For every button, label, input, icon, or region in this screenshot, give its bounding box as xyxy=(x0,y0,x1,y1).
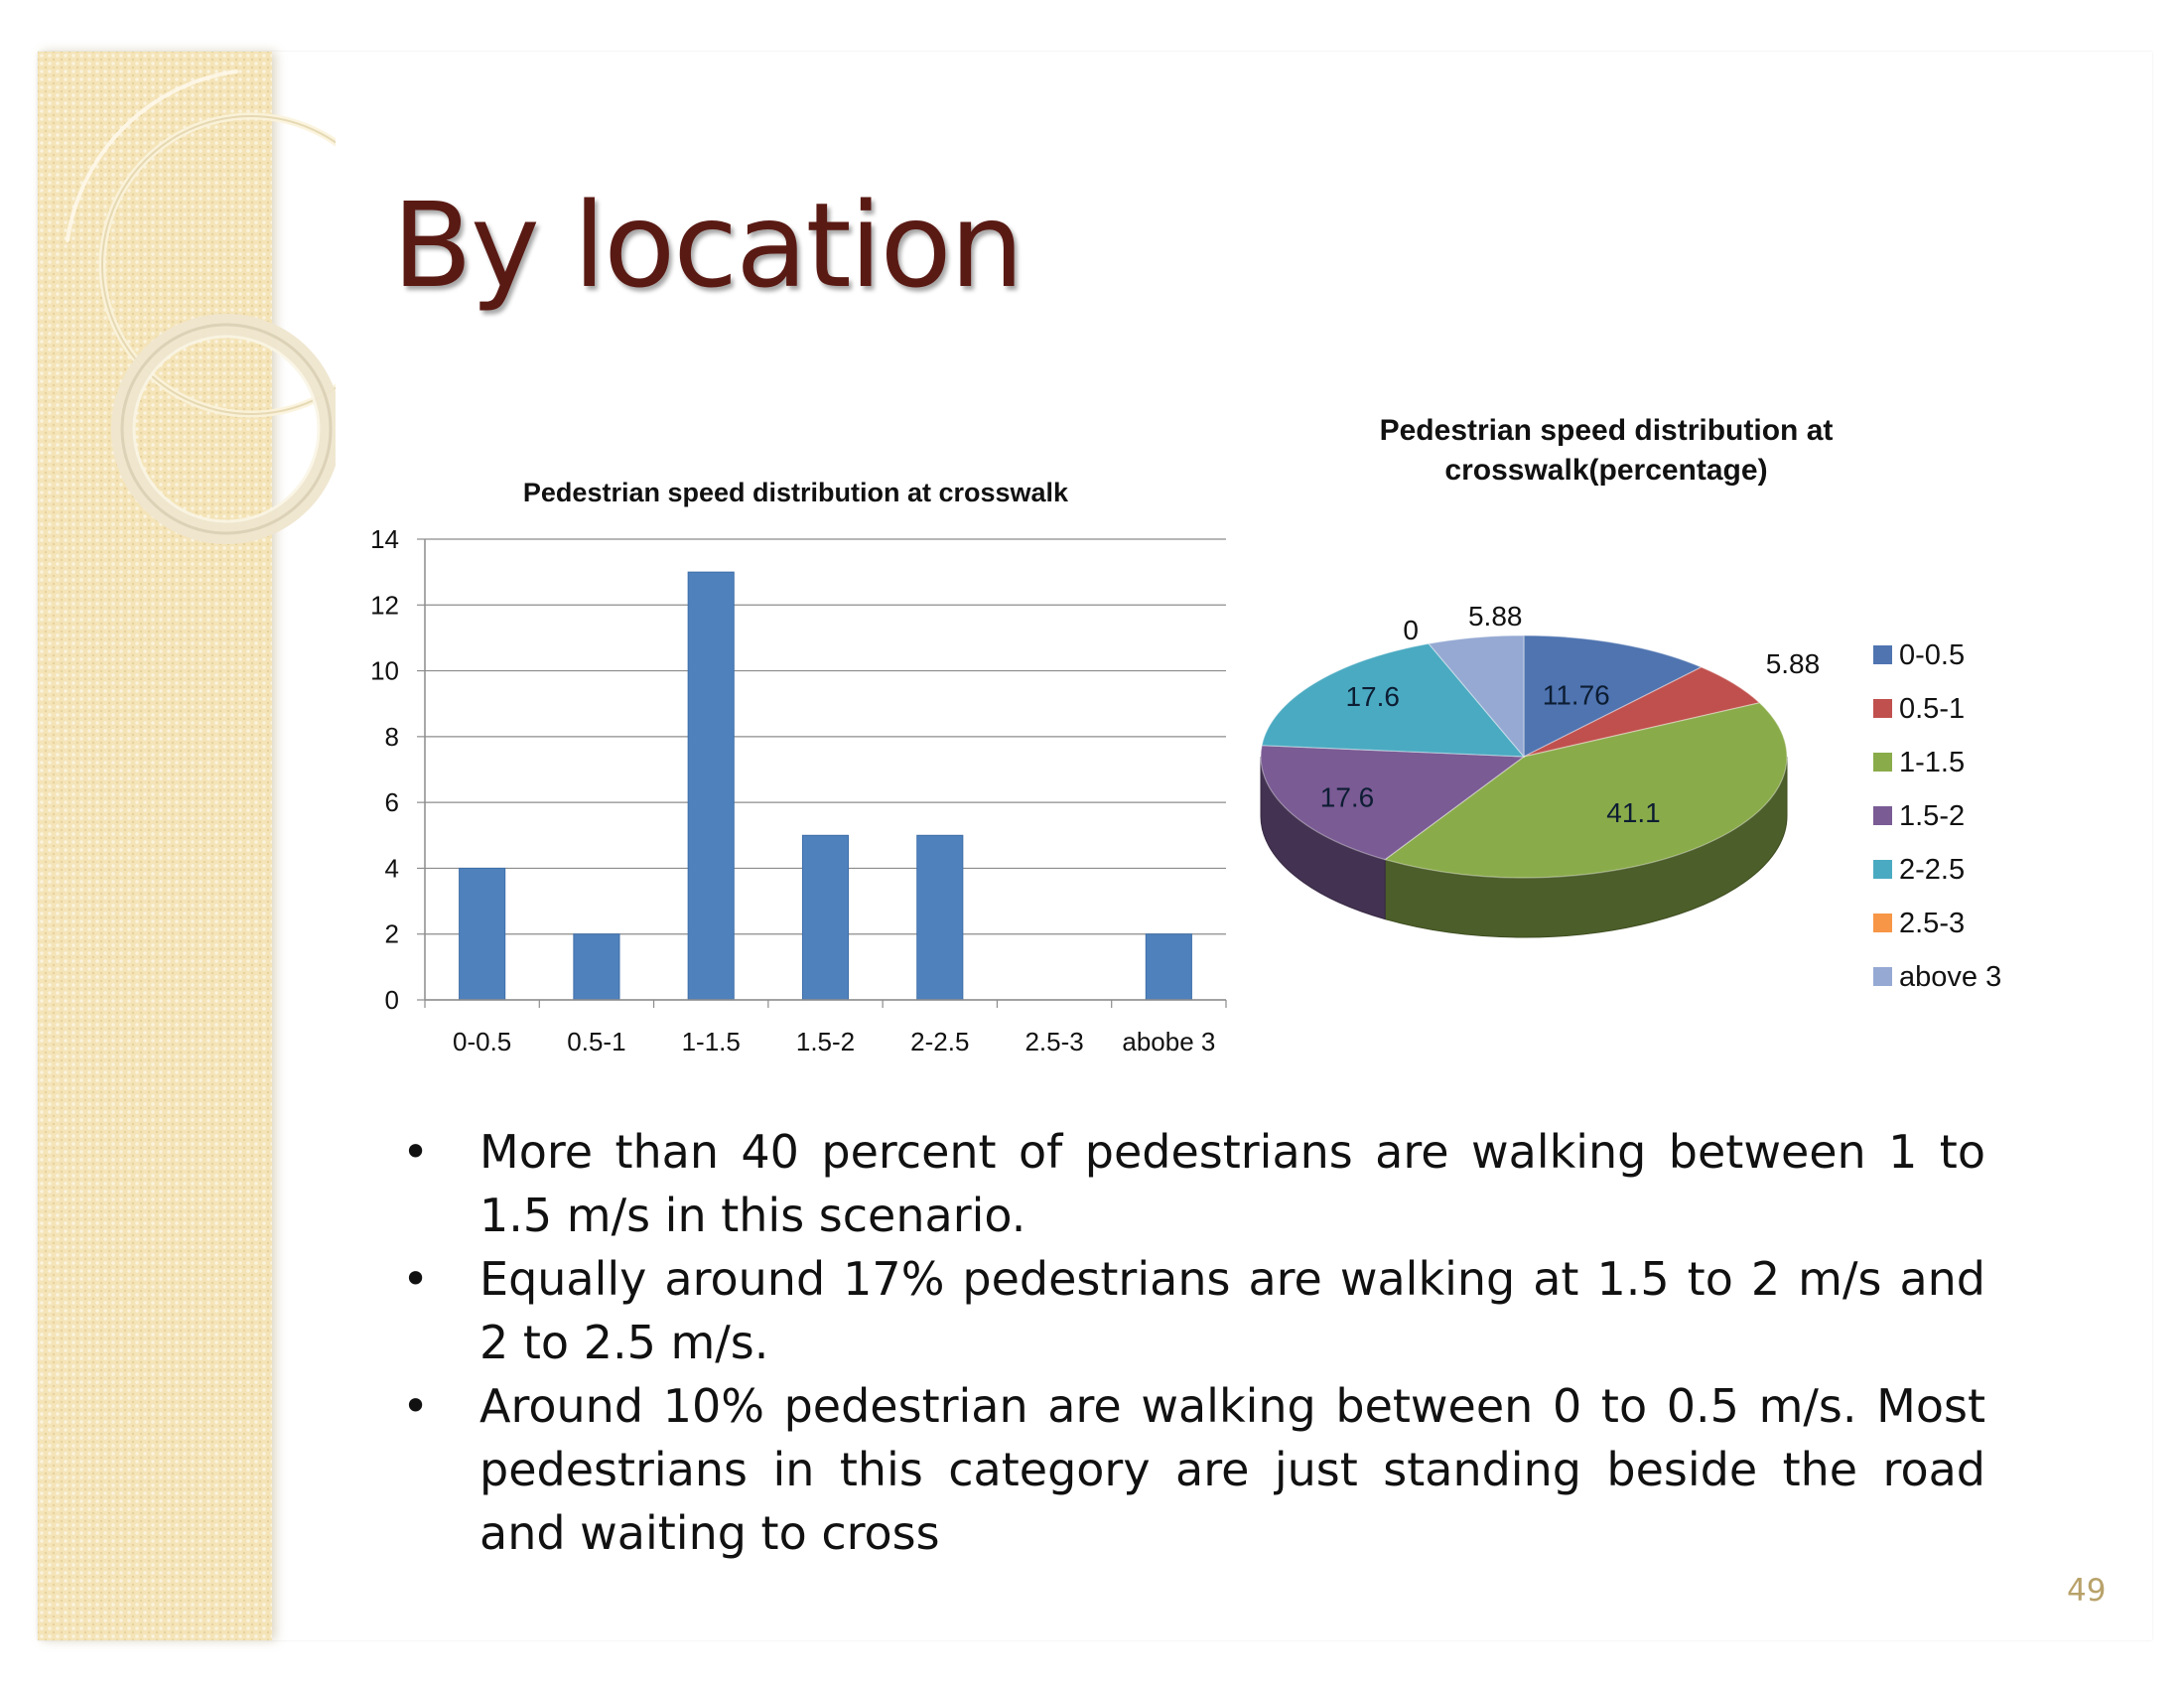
y-tick-label: 2 xyxy=(385,919,399,949)
y-tick-label: 10 xyxy=(370,656,399,686)
pie-data-label: 11.76 xyxy=(1543,679,1610,710)
pie-slice xyxy=(1428,634,1525,759)
decorative-rings xyxy=(66,70,336,544)
bullet-dot: • xyxy=(402,1379,430,1433)
x-tick-label: 0.5-1 xyxy=(567,1027,625,1056)
bullet-text: Equally around 17% pedestrians are walki… xyxy=(479,1252,1985,1369)
y-tick-label: 14 xyxy=(370,524,399,554)
bullet-dot: • xyxy=(402,1125,430,1179)
bullet-item: • Equally around 17% pedestrians are wal… xyxy=(402,1247,1985,1374)
legend-swatch xyxy=(1873,699,1892,718)
pie-chart: Pedestrian speed distribution at crosswal… xyxy=(1260,414,2001,993)
x-tick-label: 2.5-3 xyxy=(1024,1027,1083,1056)
pie-data-label: 17.6 xyxy=(1320,782,1375,813)
bar xyxy=(459,867,506,1001)
pie-slice xyxy=(1523,666,1761,758)
bullet-item: • Around 10% pedestrian are walking betw… xyxy=(402,1374,1985,1565)
slide-background xyxy=(38,52,2152,1640)
pie-slice xyxy=(1260,745,1526,861)
x-tick-label: 0-0.5 xyxy=(453,1027,511,1056)
x-tick-label: 1.5-2 xyxy=(796,1027,855,1056)
legend-label: 2.5-3 xyxy=(1899,908,1965,939)
pie-chart-title: crosswalk(percentage) xyxy=(1444,454,1767,487)
legend-label: 2-2.5 xyxy=(1899,854,1965,886)
x-tick-label: abobe 3 xyxy=(1122,1027,1215,1056)
legend-swatch xyxy=(1873,914,1892,932)
bullet-item: • More than 40 percent of pedestrians ar… xyxy=(402,1120,1985,1247)
bar-chart-title: Pedestrian speed distribution at crosswa… xyxy=(523,478,1069,507)
legend-label: above 3 xyxy=(1899,961,2001,993)
y-tick-label: 8 xyxy=(385,722,399,752)
legend-swatch xyxy=(1873,967,1892,986)
pie-slice xyxy=(1261,642,1526,758)
y-tick-label: 6 xyxy=(385,787,399,817)
bar xyxy=(687,571,735,1001)
pie-slice xyxy=(1523,634,1704,758)
bullet-dot: • xyxy=(402,1252,430,1306)
pie-slice xyxy=(1383,702,1788,879)
slide-title: By location xyxy=(392,177,1024,314)
charts-area: Pedestrian speed distribution at crosswa… xyxy=(370,414,2001,1056)
pie-chart-title: Pedestrian speed distribution at xyxy=(1380,414,1834,447)
y-tick-label: 0 xyxy=(385,985,399,1015)
pie-data-label: 5.88 xyxy=(1468,601,1523,632)
page-number: 49 xyxy=(2067,1573,2107,1609)
bullet-list: • More than 40 percent of pedestrians ar… xyxy=(402,1120,1985,1565)
pie-data-label: 41.1 xyxy=(1606,797,1661,828)
legend-swatch xyxy=(1873,645,1892,664)
legend-swatch xyxy=(1873,753,1892,772)
y-tick-label: 12 xyxy=(370,590,399,620)
bar xyxy=(801,834,850,1001)
pie-data-label: 17.6 xyxy=(1345,681,1400,712)
bullet-text: More than 40 percent of pedestrians are … xyxy=(479,1125,1985,1242)
legend-swatch xyxy=(1873,806,1892,825)
legend-swatch xyxy=(1873,860,1892,879)
legend-label: 0-0.5 xyxy=(1899,639,1965,671)
bar-chart: Pedestrian speed distribution at crosswa… xyxy=(370,478,1227,1056)
x-tick-label: 2-2.5 xyxy=(910,1027,969,1056)
bar xyxy=(916,834,964,1001)
legend-label: 1.5-2 xyxy=(1899,800,1965,832)
y-tick-label: 4 xyxy=(385,853,399,883)
pie-data-label: 5.88 xyxy=(1766,648,1821,679)
legend-label: 1-1.5 xyxy=(1899,747,1965,778)
legend-label: 0.5-1 xyxy=(1899,693,1965,725)
bullet-text: Around 10% pedestrian are walking betwee… xyxy=(479,1379,1985,1560)
x-tick-label: 1-1.5 xyxy=(682,1027,741,1056)
bar xyxy=(1145,933,1192,1001)
bar xyxy=(573,933,620,1001)
pie-data-label: 0 xyxy=(1403,615,1419,645)
